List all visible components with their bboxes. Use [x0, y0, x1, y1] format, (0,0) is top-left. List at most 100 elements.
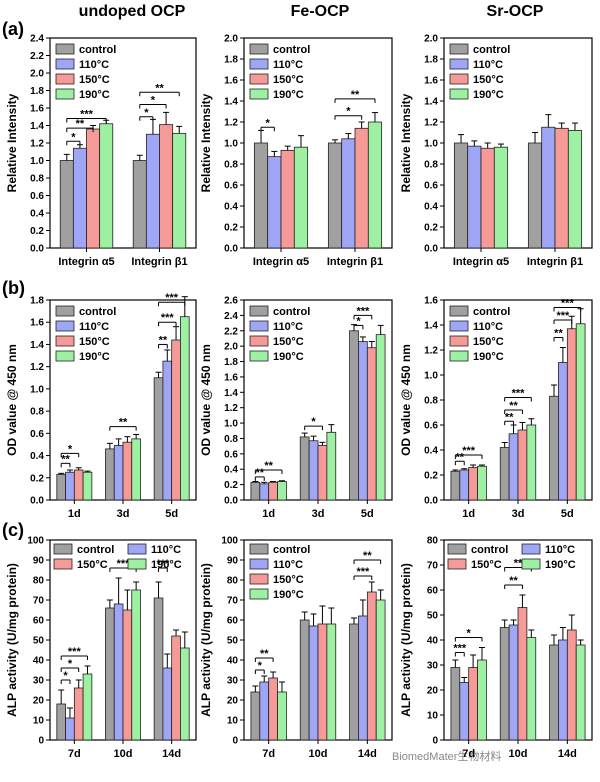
- x-tick-label-undopedocp-b: 1d: [68, 508, 81, 520]
- y-tick-label-feocp-a: 0.2: [224, 223, 238, 234]
- bar-srocp-b: [526, 424, 537, 501]
- y-tick-label-undopedocp-a: 2.2: [30, 51, 44, 62]
- significance-label-undopedocp-b: ***: [165, 292, 179, 304]
- y-tick-label-undopedocp-c: 90: [33, 556, 45, 567]
- bar-srocp-c: [499, 627, 510, 741]
- y-tick-label-feocp-b: 0.4: [224, 465, 238, 476]
- legend-label-srocp-c: control: [471, 544, 508, 556]
- y-tick-label-undopedocp-a: 1.6: [30, 104, 44, 115]
- bar-feocp-b: [299, 436, 310, 501]
- y-tick-label-srocp-c: 10: [427, 711, 439, 722]
- x-tick-label-feocp-c: 10d: [309, 748, 328, 760]
- y-tick-label-srocp-a: 0.8: [424, 160, 438, 171]
- bar-undopedocp-c: [131, 589, 141, 741]
- y-tick-label-feocp-c: 80: [227, 576, 239, 587]
- significance-label-undopedocp-b: **: [119, 417, 128, 429]
- legend-swatch-srocp-a: [449, 73, 469, 85]
- bar-undopedocp-a: [159, 124, 174, 249]
- significance-label-srocp-b: ***: [556, 310, 570, 322]
- y-tick-label-feocp-c: 70: [227, 596, 239, 607]
- y-tick-label-feocp-a: 1.2: [224, 118, 238, 129]
- bar-undopedocp-c: [113, 603, 124, 741]
- bar-srocp-b: [566, 328, 577, 501]
- y-tick-label-feocp-a: 1.0: [224, 139, 238, 150]
- legend-swatch-feocp-c: [249, 588, 269, 600]
- bar-srocp-a: [453, 142, 469, 249]
- y-tick-label-feocp-b: 2.2: [224, 326, 238, 337]
- y-tick-label-feocp-a: 0.4: [224, 202, 238, 213]
- y-tick-label-undopedocp-c: 20: [33, 696, 45, 707]
- x-tick-label-srocp-a: Integrin α5: [453, 256, 509, 268]
- bar-feocp-a: [327, 142, 343, 249]
- bar-srocp-c: [549, 644, 559, 741]
- significance-label-undopedocp-a: *: [151, 95, 156, 107]
- legend-label-feocp-c: 150°C: [273, 574, 304, 586]
- legend-label-undopedocp-a: 110°C: [79, 59, 109, 71]
- bar-undopedocp-c: [82, 673, 93, 741]
- y-tick-label-feocp-b: 1.8: [224, 357, 238, 368]
- legend-swatch-srocp-b: [449, 335, 469, 347]
- significance-label-undopedocp-b: **: [159, 334, 168, 346]
- bar-feocp-b: [317, 444, 328, 501]
- bar-feocp-a: [367, 121, 383, 249]
- legend-swatch-undopedocp-a: [55, 73, 75, 85]
- y-tick-label-undopedocp-b: 1.2: [30, 362, 44, 373]
- bar-undopedocp-c: [162, 667, 173, 741]
- significance-label-srocp-b: **: [505, 411, 514, 423]
- legend-label-srocp-a: 150°C: [473, 74, 504, 86]
- column-header-sr: Sr-OCP: [486, 3, 544, 20]
- column-header-fe: Fe-OCP: [290, 3, 350, 20]
- y-tick-label-srocp-b: 0.6: [424, 421, 438, 432]
- bar-feocp-c: [326, 623, 337, 741]
- significance-label-undopedocp-a: **: [76, 118, 85, 130]
- legend-label-undopedocp-c: 110°C: [151, 544, 181, 556]
- y-tick-label-undopedocp-c: 40: [33, 656, 45, 667]
- legend-label-undopedocp-b: 190°C: [79, 351, 110, 363]
- bar-undopedocp-c: [122, 609, 133, 741]
- significance-label-srocp-b: ***: [462, 445, 476, 457]
- y-tick-label-srocp-b: 0.4: [424, 446, 438, 457]
- legend-swatch-feocp-a: [249, 43, 269, 55]
- bar-srocp-c: [477, 659, 487, 741]
- legend-label-srocp-c: 150°C: [471, 559, 502, 571]
- y-tick-label-undopedocp-a: 0.0: [30, 244, 44, 255]
- x-tick-label-srocp-c: 14d: [558, 748, 577, 760]
- legend-label-srocp-b: control: [473, 306, 510, 318]
- bar-feocp-b: [250, 481, 261, 501]
- legend-swatch-feocp-b: [249, 335, 269, 347]
- x-tick-label-undopedocp-b: 3d: [117, 508, 130, 520]
- bar-srocp-b: [558, 362, 568, 501]
- y-tick-label-srocp-b: 1.0: [424, 371, 438, 382]
- y-tick-label-undopedocp-a: 2.0: [30, 69, 44, 80]
- bar-undopedocp-b: [65, 471, 75, 501]
- bar-undopedocp-b: [73, 469, 84, 501]
- y-tick-label-srocp-a: 1.6: [424, 76, 438, 87]
- significance-label-undopedocp-c: ***: [117, 558, 131, 570]
- legend-label-feocp-c: control: [273, 544, 310, 556]
- bar-srocp-c: [517, 607, 528, 741]
- bar-feocp-c: [366, 591, 377, 741]
- bar-feocp-c: [358, 615, 368, 741]
- bar-undopedocp-c: [105, 607, 115, 741]
- y-tick-label-srocp-c: 40: [427, 636, 439, 647]
- y-tick-label-undopedocp-b: 0.8: [30, 407, 44, 418]
- bar-feocp-b: [349, 330, 359, 501]
- y-axis-label-srocp-c: ALP activity (U/mg protein): [399, 563, 413, 717]
- significance-label-srocp-c: **: [514, 558, 523, 570]
- legend-swatch-srocp-b: [449, 350, 469, 362]
- bar-srocp-a: [493, 146, 509, 249]
- watermark: BiomedMater生物材料: [392, 751, 502, 763]
- legend-swatch-feocp-a: [249, 58, 269, 70]
- y-tick-label-undopedocp-c: 100: [27, 536, 44, 547]
- bar-feocp-c: [259, 681, 270, 741]
- significance-label-srocp-c: ***: [453, 643, 467, 655]
- y-tick-label-srocp-a: 0.6: [424, 181, 438, 192]
- bar-srocp-c: [459, 682, 470, 741]
- y-tick-label-feocp-a: 0.8: [224, 160, 238, 171]
- bar-srocp-c: [558, 639, 568, 741]
- x-tick-label-srocp-c: 7d: [462, 748, 475, 760]
- y-tick-label-undopedocp-b: 1.4: [30, 340, 44, 351]
- y-tick-label-undopedocp-c: 30: [33, 676, 45, 687]
- y-tick-label-feocp-c: 30: [227, 676, 239, 687]
